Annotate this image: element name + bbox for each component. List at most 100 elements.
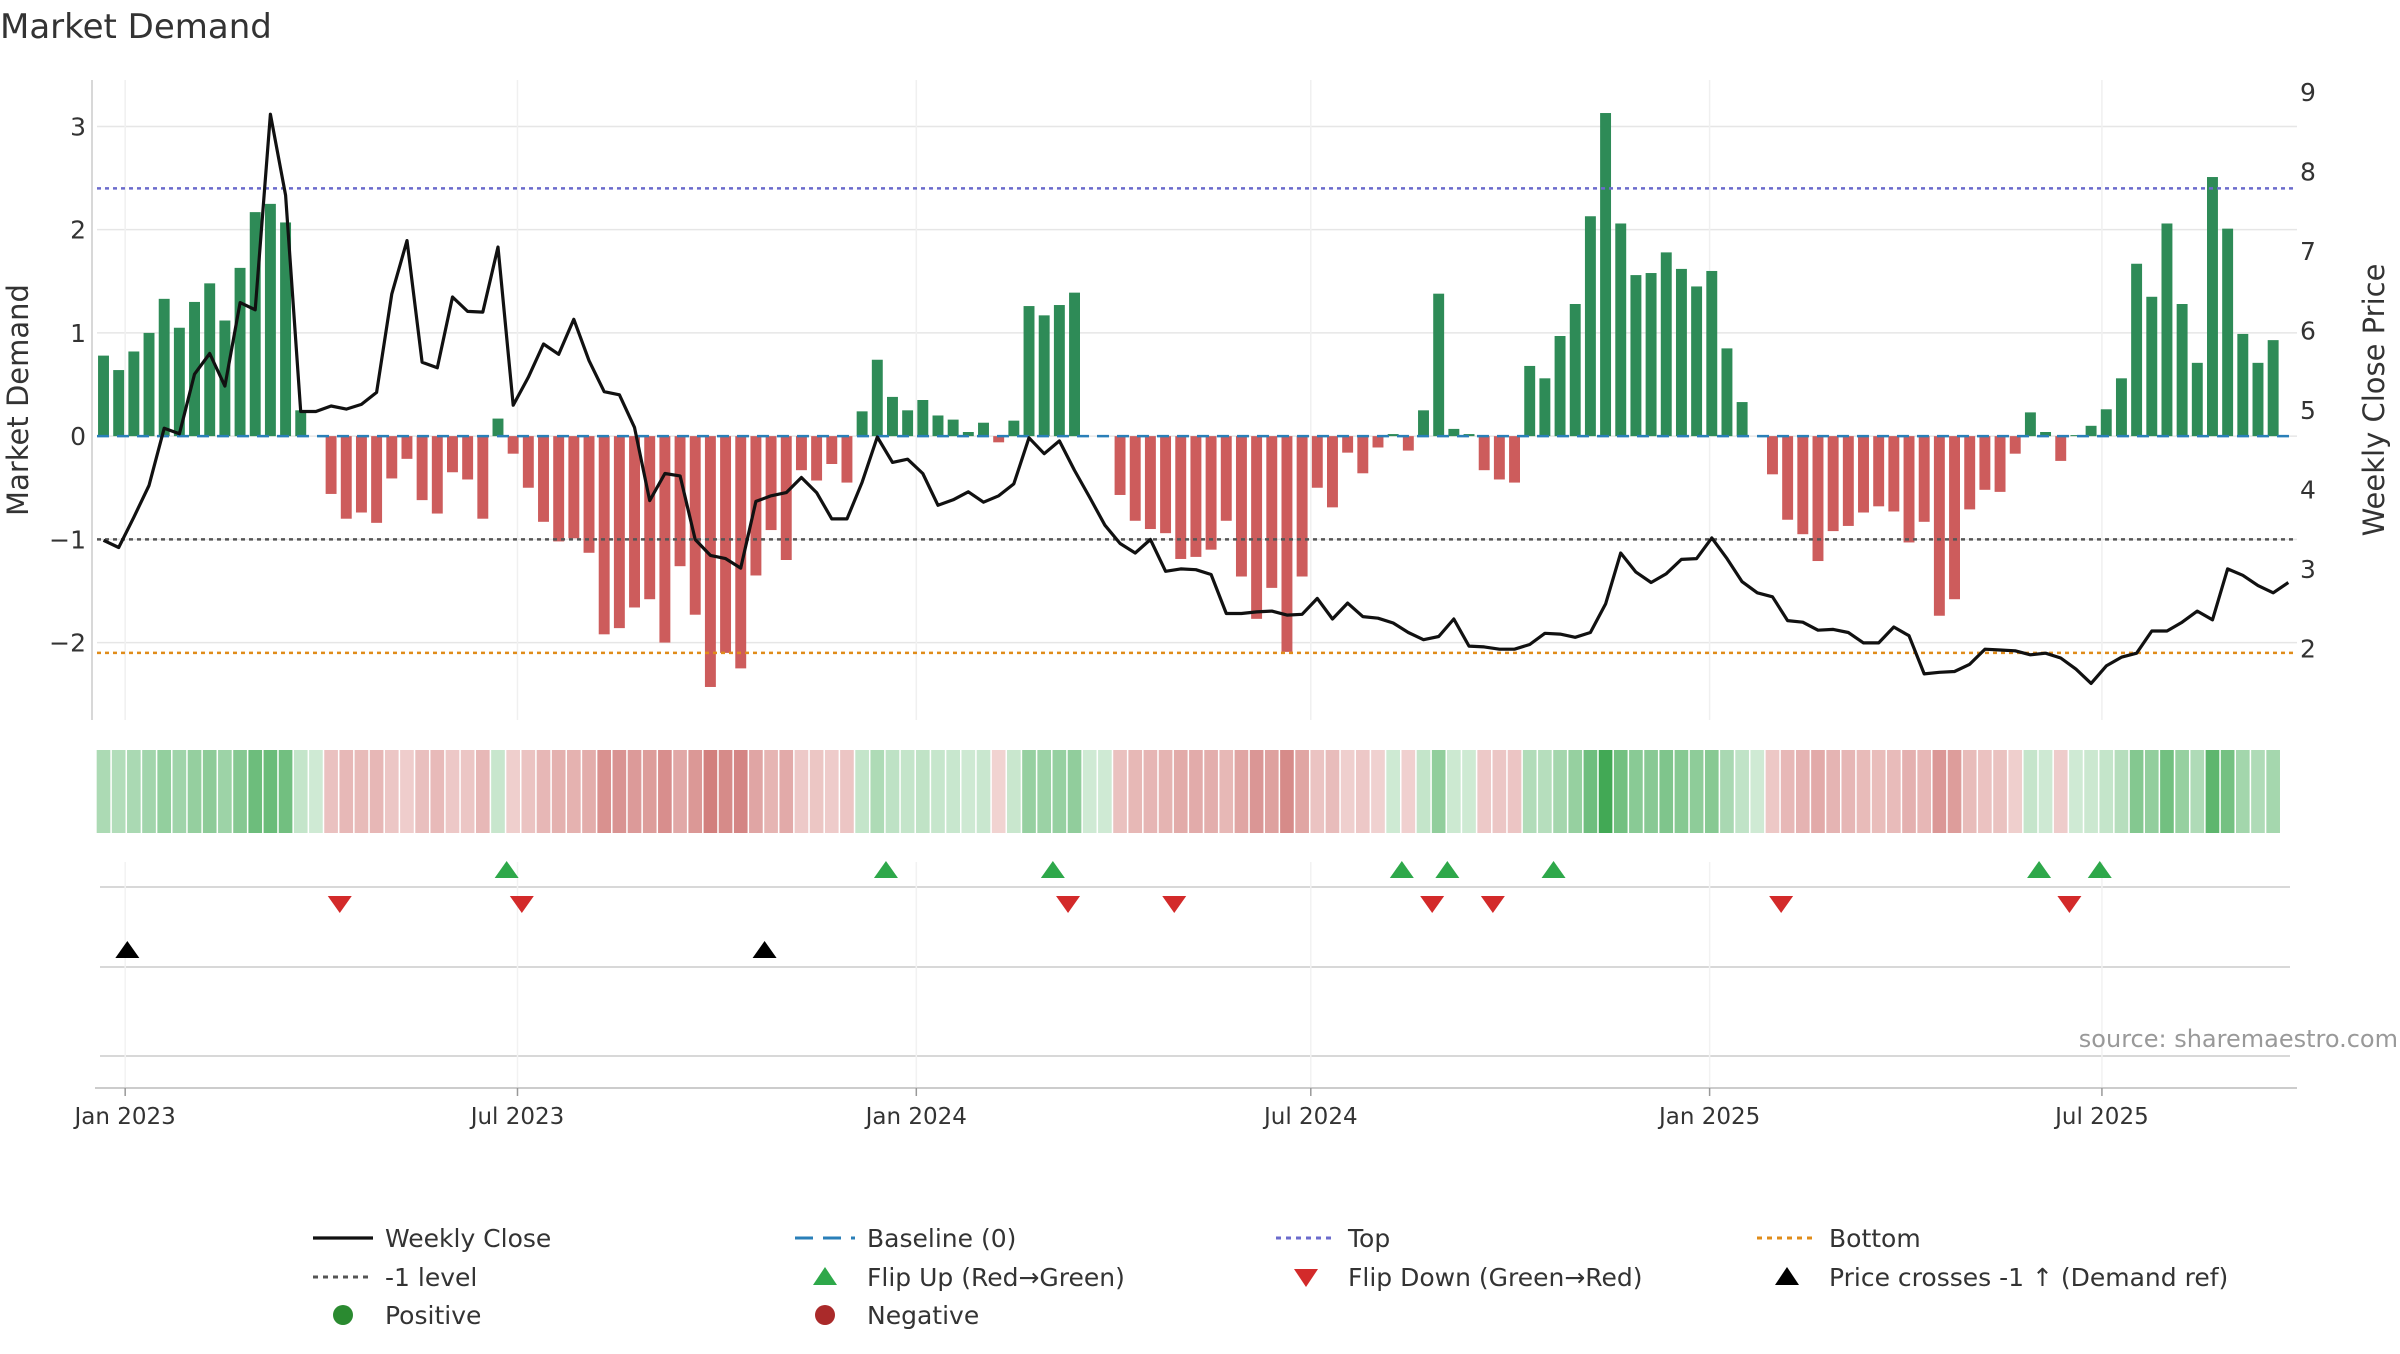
heat-cell [627,750,642,833]
heat-cell [1826,750,1840,833]
heat-cell [1553,750,1567,833]
demand-bar [993,436,1005,443]
legend-entry: Flip Down (Green→Red) [1294,1263,1643,1292]
demand-bar [826,436,838,464]
demand-bar [325,436,337,494]
flip-down-marker [1056,896,1081,913]
y-tick-label: 3 [70,112,86,141]
heat-cell [324,750,338,833]
heat-cell [1492,750,1507,833]
demand-bar [978,422,989,437]
heat-cell [1037,750,1052,833]
demand-bar [1918,436,1930,522]
demand-bar [689,436,701,615]
demand-bar [1266,436,1278,588]
heat-cell [1568,750,1583,833]
heat-cell [339,750,354,833]
x-tick-label: Jan 2025 [1657,1104,1760,1130]
heat-cell [2084,750,2098,833]
flip-up-marker [1435,861,1460,878]
heat-cell [946,750,960,833]
demand-bar [887,396,898,437]
demand-bar [1554,336,1566,437]
demand-bar [795,436,807,471]
demand-bar [1949,436,1960,600]
heat-cell [1401,750,1416,833]
heat-cell [2160,750,2174,833]
legend-entry: Top [1276,1224,1390,1253]
heat-cell [111,750,126,833]
heat-cell [1887,750,1901,833]
demand-bar [1114,436,1126,495]
demand-bar [674,436,686,567]
demand-bar [1812,436,1824,562]
heat-cell [2205,750,2220,833]
heat-cell [1386,750,1400,833]
flip-up-marker [1541,861,1566,878]
demand-bar [2176,304,2188,437]
demand-bar [2252,362,2264,437]
heat-cell [1795,750,1810,833]
y2-tick-label: 3 [2300,555,2316,584]
heat-cell [931,750,945,833]
legend-label: -1 level [385,1263,477,1292]
legend-label: Flip Down (Green→Red) [1348,1263,1643,1292]
demand-bar [1736,402,1748,437]
demand-bar [2267,340,2279,437]
heat-cell [384,750,399,833]
heat-cell [961,750,976,833]
flip-down-marker [509,896,534,913]
source-note: source: sharemaestro.com [2079,1025,2398,1053]
demand-bar [1023,306,1035,437]
demand-bar [2009,436,2021,454]
demand-bar [1569,304,1581,437]
demand-bar [613,436,625,629]
demand-bar [507,436,519,454]
heat-cell [2235,750,2250,833]
heat-cell [2190,750,2205,833]
heat-cell [779,750,794,833]
heat-cell [354,750,369,833]
demand-bar [264,203,276,437]
heat-cell [1189,750,1203,833]
heat-cell [976,750,991,833]
demand-bar [447,436,458,473]
demand-bar [538,436,549,522]
demand-bar [629,436,640,608]
price-cross-marker [752,941,777,958]
demand-bar [1448,428,1460,437]
demand-bar [1281,436,1293,652]
heat-cell [293,750,308,833]
heat-cell [2038,750,2053,833]
demand-bar [1660,252,1672,437]
demand-bar [1433,293,1445,437]
heat-cell [369,750,384,833]
heat-cell [1841,750,1856,833]
demand-bar [355,436,367,513]
demand-bar [932,415,944,437]
heat-cell [2069,750,2083,833]
demand-bar [1038,315,1050,437]
demand-bar [1478,436,1490,471]
demand-bar [189,301,200,437]
y2-tick-label: 7 [2300,237,2316,266]
heat-cell [491,750,505,833]
heat-cell [597,750,612,833]
demand-bar [2085,425,2097,437]
legend-entry: Flip Up (Red→Green) [813,1263,1125,1292]
demand-bar [1175,436,1187,559]
demand-bar [477,436,489,519]
heat-cell [1750,750,1765,833]
heat-cell [1932,750,1947,833]
legend-triangle-down-icon [1294,1269,1318,1287]
heat-cell [1583,750,1598,833]
heat-cell [1249,750,1264,833]
legend-entry: Baseline (0) [795,1224,1016,1253]
flip-up-marker [494,861,519,878]
heat-cell [2008,750,2023,833]
heat-cell [1280,750,1294,833]
flip-down-marker [2057,896,2082,913]
demand-bar [1387,434,1399,437]
heat-cell [1082,750,1097,833]
heat-cell [1917,750,1932,833]
